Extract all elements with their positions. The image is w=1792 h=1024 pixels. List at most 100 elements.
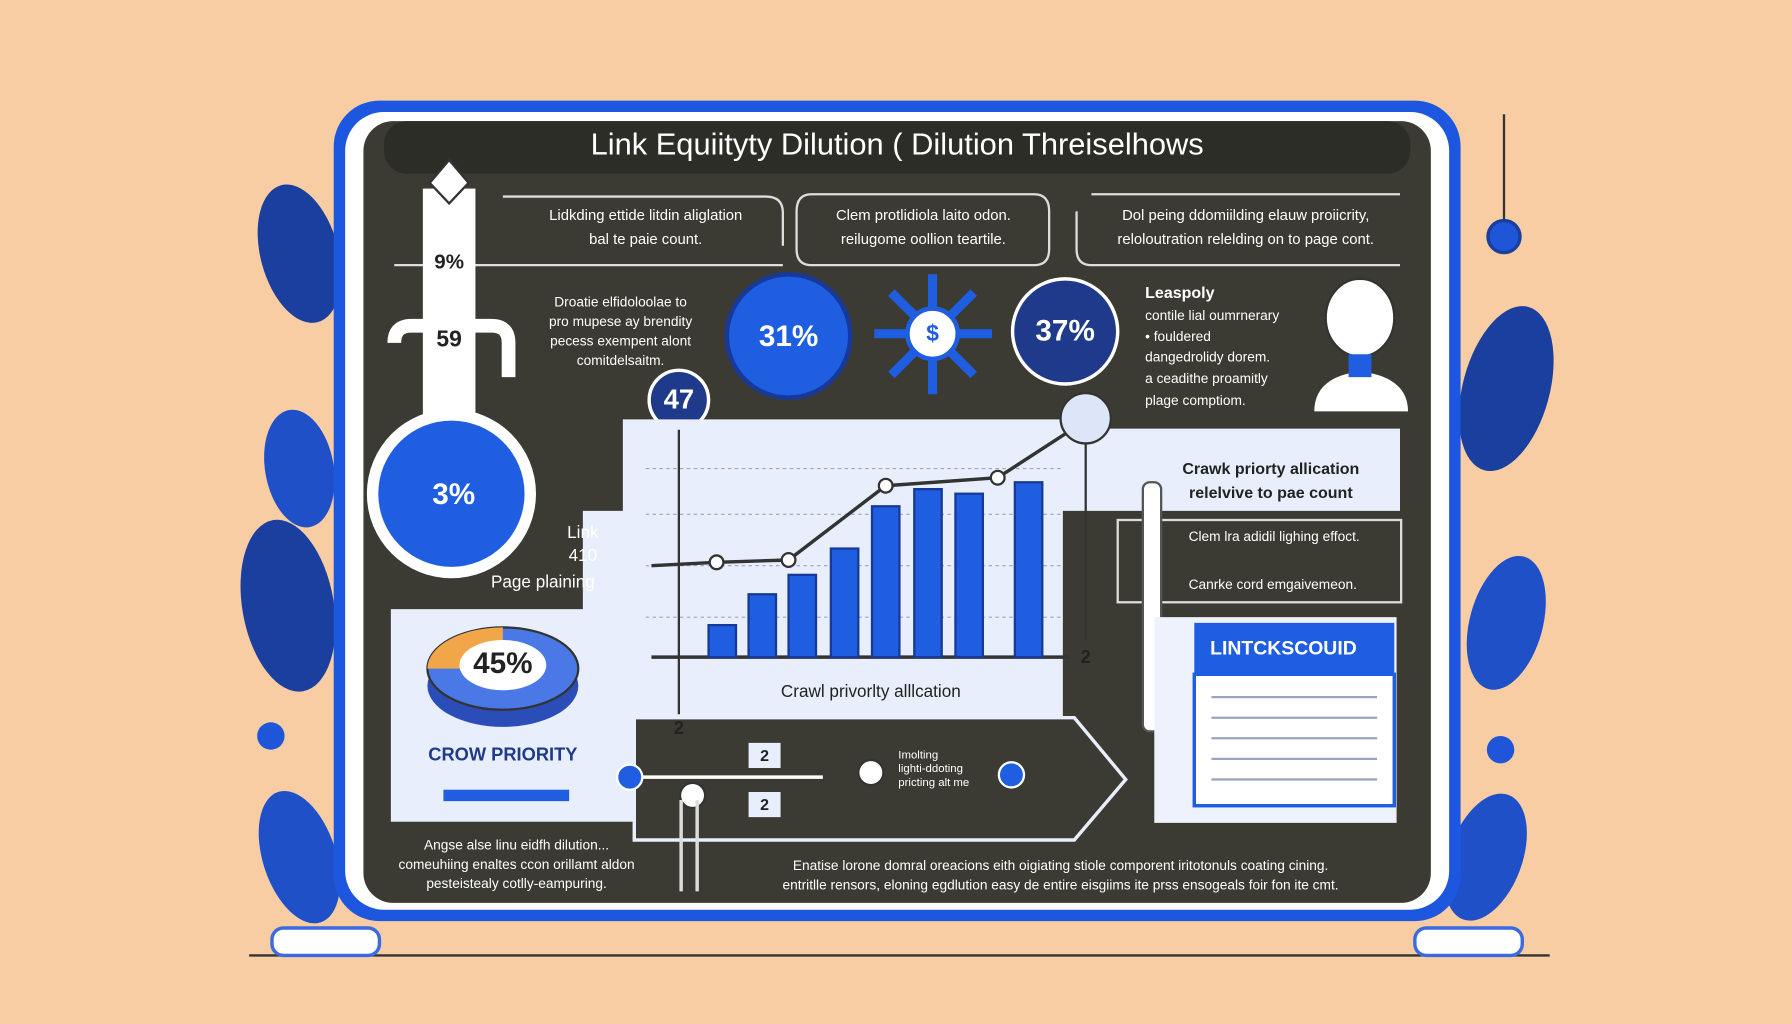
label: 9% bbox=[434, 250, 464, 273]
label: 45% bbox=[473, 647, 532, 680]
trend-point bbox=[708, 554, 725, 571]
label: comitdelsaitm. bbox=[577, 353, 665, 368]
label: $ bbox=[926, 320, 939, 346]
label: lighti-ddoting bbox=[898, 763, 963, 775]
leaf bbox=[1466, 555, 1546, 690]
leaf bbox=[257, 184, 342, 323]
flow-node bbox=[616, 763, 644, 791]
label: plage comptiom. bbox=[1145, 393, 1246, 408]
outline bbox=[795, 193, 1051, 267]
label: Crawl privorlty alllcation bbox=[781, 681, 961, 701]
label: contile lial oumrnerary bbox=[1145, 308, 1279, 323]
label: Droatie elfidoloolae to bbox=[554, 294, 687, 309]
flow-node bbox=[857, 758, 885, 787]
label: Link Equiityty Dilution ( Dilution Threi… bbox=[591, 126, 1204, 161]
leaves bbox=[240, 184, 1554, 924]
bar bbox=[913, 488, 943, 659]
label: relelvive to pae count bbox=[1189, 485, 1353, 502]
person bbox=[1314, 371, 1408, 412]
bulb bbox=[378, 420, 525, 567]
title-bar bbox=[384, 121, 1411, 174]
stand bbox=[1413, 926, 1524, 958]
bullet-box bbox=[1116, 518, 1403, 604]
label: 2 bbox=[1081, 646, 1091, 667]
label: bal te paie count. bbox=[589, 232, 702, 248]
label: • fouldered bbox=[1145, 329, 1211, 344]
label: Clem lra adidil lighing effoct. bbox=[1189, 529, 1360, 544]
leaf bbox=[1458, 306, 1554, 472]
leaf bbox=[264, 409, 335, 528]
progress-bar bbox=[443, 789, 570, 802]
bars bbox=[707, 481, 1044, 659]
label: Canrke cord emgaivemeon. bbox=[1189, 577, 1357, 592]
label: Angse alse linu eidfh dilution... bbox=[424, 837, 609, 852]
bar bbox=[829, 547, 860, 659]
label: Clem protlidiola laito odon. bbox=[836, 208, 1011, 224]
document-header bbox=[1194, 622, 1395, 675]
trend-points bbox=[708, 469, 1006, 571]
label: LINTCKSCOUID bbox=[1210, 637, 1357, 659]
label: Dol peing ddomiilding elauw proiicrity, bbox=[1122, 208, 1369, 224]
label: 2 bbox=[674, 717, 684, 738]
label: Imolting bbox=[898, 749, 938, 761]
label: 2 bbox=[760, 748, 769, 765]
dot bbox=[1486, 736, 1515, 764]
label: CROW PRIORITY bbox=[428, 743, 577, 764]
bar bbox=[954, 492, 984, 659]
label: reilugome oollion teartile. bbox=[841, 232, 1006, 248]
label: 59 bbox=[436, 326, 461, 352]
label: pricting alt me bbox=[898, 777, 969, 789]
label: 410 bbox=[569, 545, 598, 565]
bar bbox=[747, 593, 778, 659]
label: pesteistealy cotlly-eampuring. bbox=[426, 876, 607, 891]
trend-line bbox=[651, 419, 1087, 568]
label: reloloutration relelding on to page cont… bbox=[1117, 232, 1374, 248]
label: Leaspoly bbox=[1145, 285, 1214, 302]
leaf bbox=[1444, 793, 1527, 921]
label: Lidkding ettide litdin aliglation bbox=[549, 208, 742, 224]
label: 47 bbox=[664, 383, 694, 414]
clamp bbox=[387, 318, 516, 378]
dot bbox=[257, 722, 285, 750]
bar bbox=[787, 573, 818, 659]
document-lines bbox=[1211, 696, 1378, 781]
flow-node bbox=[997, 761, 1026, 789]
outline bbox=[1075, 193, 1400, 267]
diamond bbox=[428, 158, 471, 206]
leaf bbox=[258, 790, 341, 924]
lightbulb-base bbox=[1348, 354, 1372, 378]
label: Link bbox=[567, 522, 599, 542]
pie-label-bg bbox=[459, 640, 547, 691]
document-body bbox=[1192, 672, 1396, 808]
label: 3% bbox=[432, 478, 475, 511]
label: 37% bbox=[1035, 314, 1094, 347]
trend-point bbox=[877, 477, 894, 494]
step-box bbox=[748, 792, 781, 818]
label: 2 bbox=[760, 797, 769, 814]
trend-point bbox=[989, 469, 1006, 486]
label: 31% bbox=[759, 320, 818, 353]
lightbulb bbox=[1324, 277, 1396, 358]
label: entritlle rensors, eloning egdlution eas… bbox=[783, 877, 1339, 892]
leaf bbox=[240, 519, 336, 692]
bar bbox=[1013, 481, 1044, 659]
step-box bbox=[748, 742, 781, 768]
label: dangedrolidy dorem. bbox=[1145, 349, 1270, 364]
bar bbox=[870, 505, 901, 659]
tube bbox=[422, 188, 476, 440]
label: Page plaining bbox=[491, 571, 595, 591]
trend-point bbox=[780, 552, 797, 568]
center-coin bbox=[905, 306, 960, 362]
label: Crawk priorty allication bbox=[1182, 461, 1359, 478]
chart-panel bbox=[582, 419, 1400, 717]
badge bbox=[724, 272, 853, 400]
bar bbox=[707, 624, 738, 659]
label: comeuhiing enaltes ccon orillamt aldon bbox=[399, 857, 635, 872]
label: Enatise lorone domral oreacions eith oig… bbox=[793, 858, 1328, 873]
dot bbox=[1486, 218, 1522, 255]
label: pro mupese ay brendity bbox=[549, 314, 692, 329]
header-outlines bbox=[394, 193, 1400, 267]
badge bbox=[1010, 277, 1120, 386]
